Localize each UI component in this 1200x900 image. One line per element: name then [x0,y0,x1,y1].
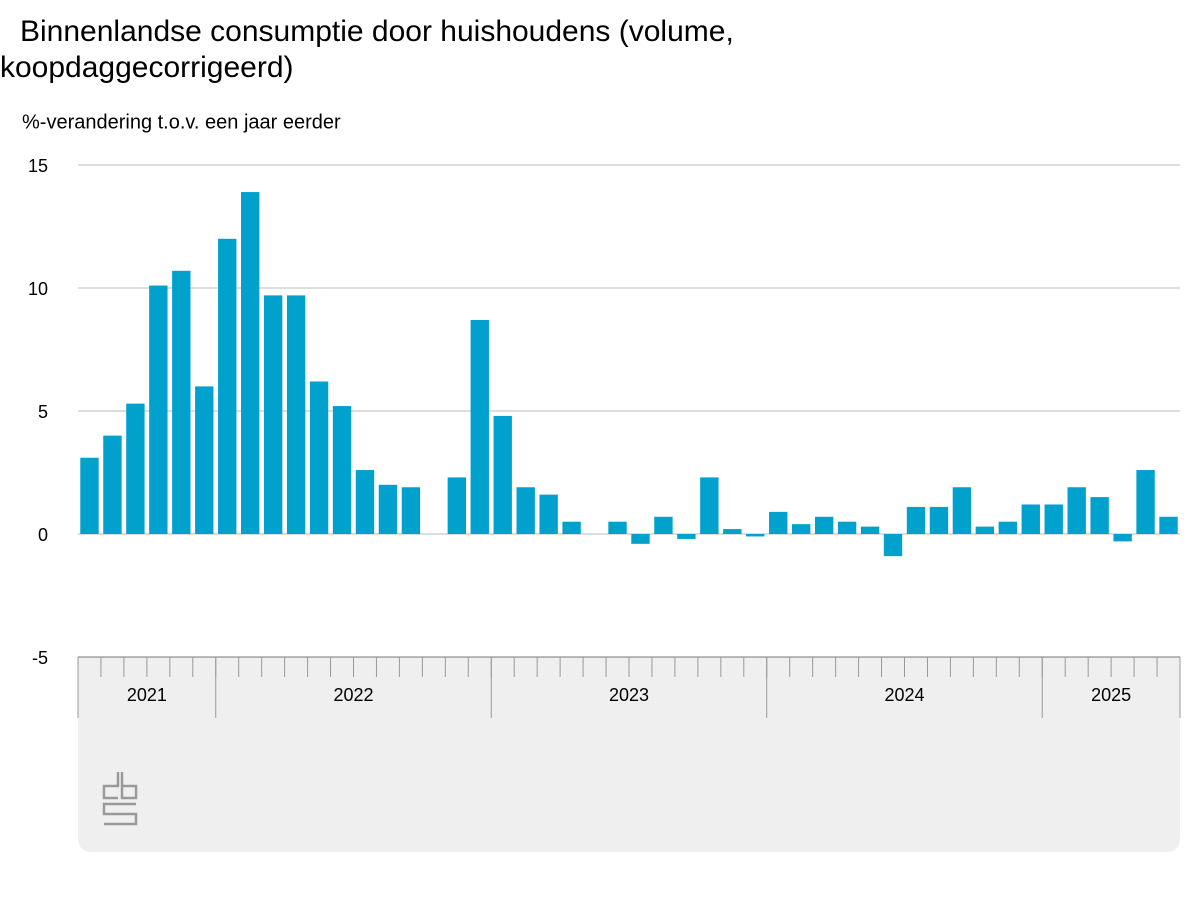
bar [929,506,949,534]
bar [654,516,673,534]
bar [1090,497,1109,534]
bar [103,435,122,534]
bar [723,529,742,534]
cbs-logo [102,772,138,826]
bar [837,521,857,534]
bar [998,521,1017,534]
bar [1136,470,1155,534]
bar [1067,487,1086,534]
bar [1113,534,1132,542]
bar [975,526,995,534]
y-tick-label: 15 [28,156,48,176]
bar [677,534,696,539]
bar [1159,516,1178,534]
x-group-label: 2021 [127,685,167,705]
title-box: Binnenlandse consumptie door huishoudens… [0,15,734,84]
bar [218,238,237,535]
x-group-label: 2023 [609,685,649,705]
bar [149,285,168,534]
bar [769,511,788,534]
bar [1044,504,1063,534]
bar [952,487,972,534]
bar [126,403,145,534]
bar [80,457,99,534]
bar [309,381,329,534]
bar [792,524,811,534]
bar [355,470,375,534]
bar [401,487,421,534]
bar [493,415,512,534]
bar [562,521,581,534]
bar [378,484,398,534]
bar [195,386,214,534]
chart-subtitle: %-verandering t.o.v. een jaar eerder [22,111,341,133]
bar [860,526,880,534]
bar [906,506,926,534]
y-tick-label: -5 [32,648,48,668]
chart-title: Binnenlandse consumptie door huishoudens… [0,15,734,84]
axis-panel [78,657,1180,852]
y-tick-label: 10 [28,279,48,299]
bar [263,295,283,534]
bar [447,477,466,534]
bar [814,516,834,534]
bar [631,534,650,544]
bar [516,487,535,534]
bar [700,477,719,534]
bar [241,192,260,534]
x-group-label: 2025 [1091,685,1131,705]
bar [746,534,765,537]
bar [286,295,306,534]
x-group-label: 2024 [884,685,924,705]
y-tick-label: 5 [38,402,48,422]
y-tick-label: 0 [38,525,48,545]
bar [1021,504,1040,534]
bar [608,521,627,534]
x-group-label: 2022 [333,685,373,705]
bar [332,406,352,534]
bar [172,270,191,534]
bar [883,534,903,557]
bar [470,319,489,534]
bar [539,494,558,534]
